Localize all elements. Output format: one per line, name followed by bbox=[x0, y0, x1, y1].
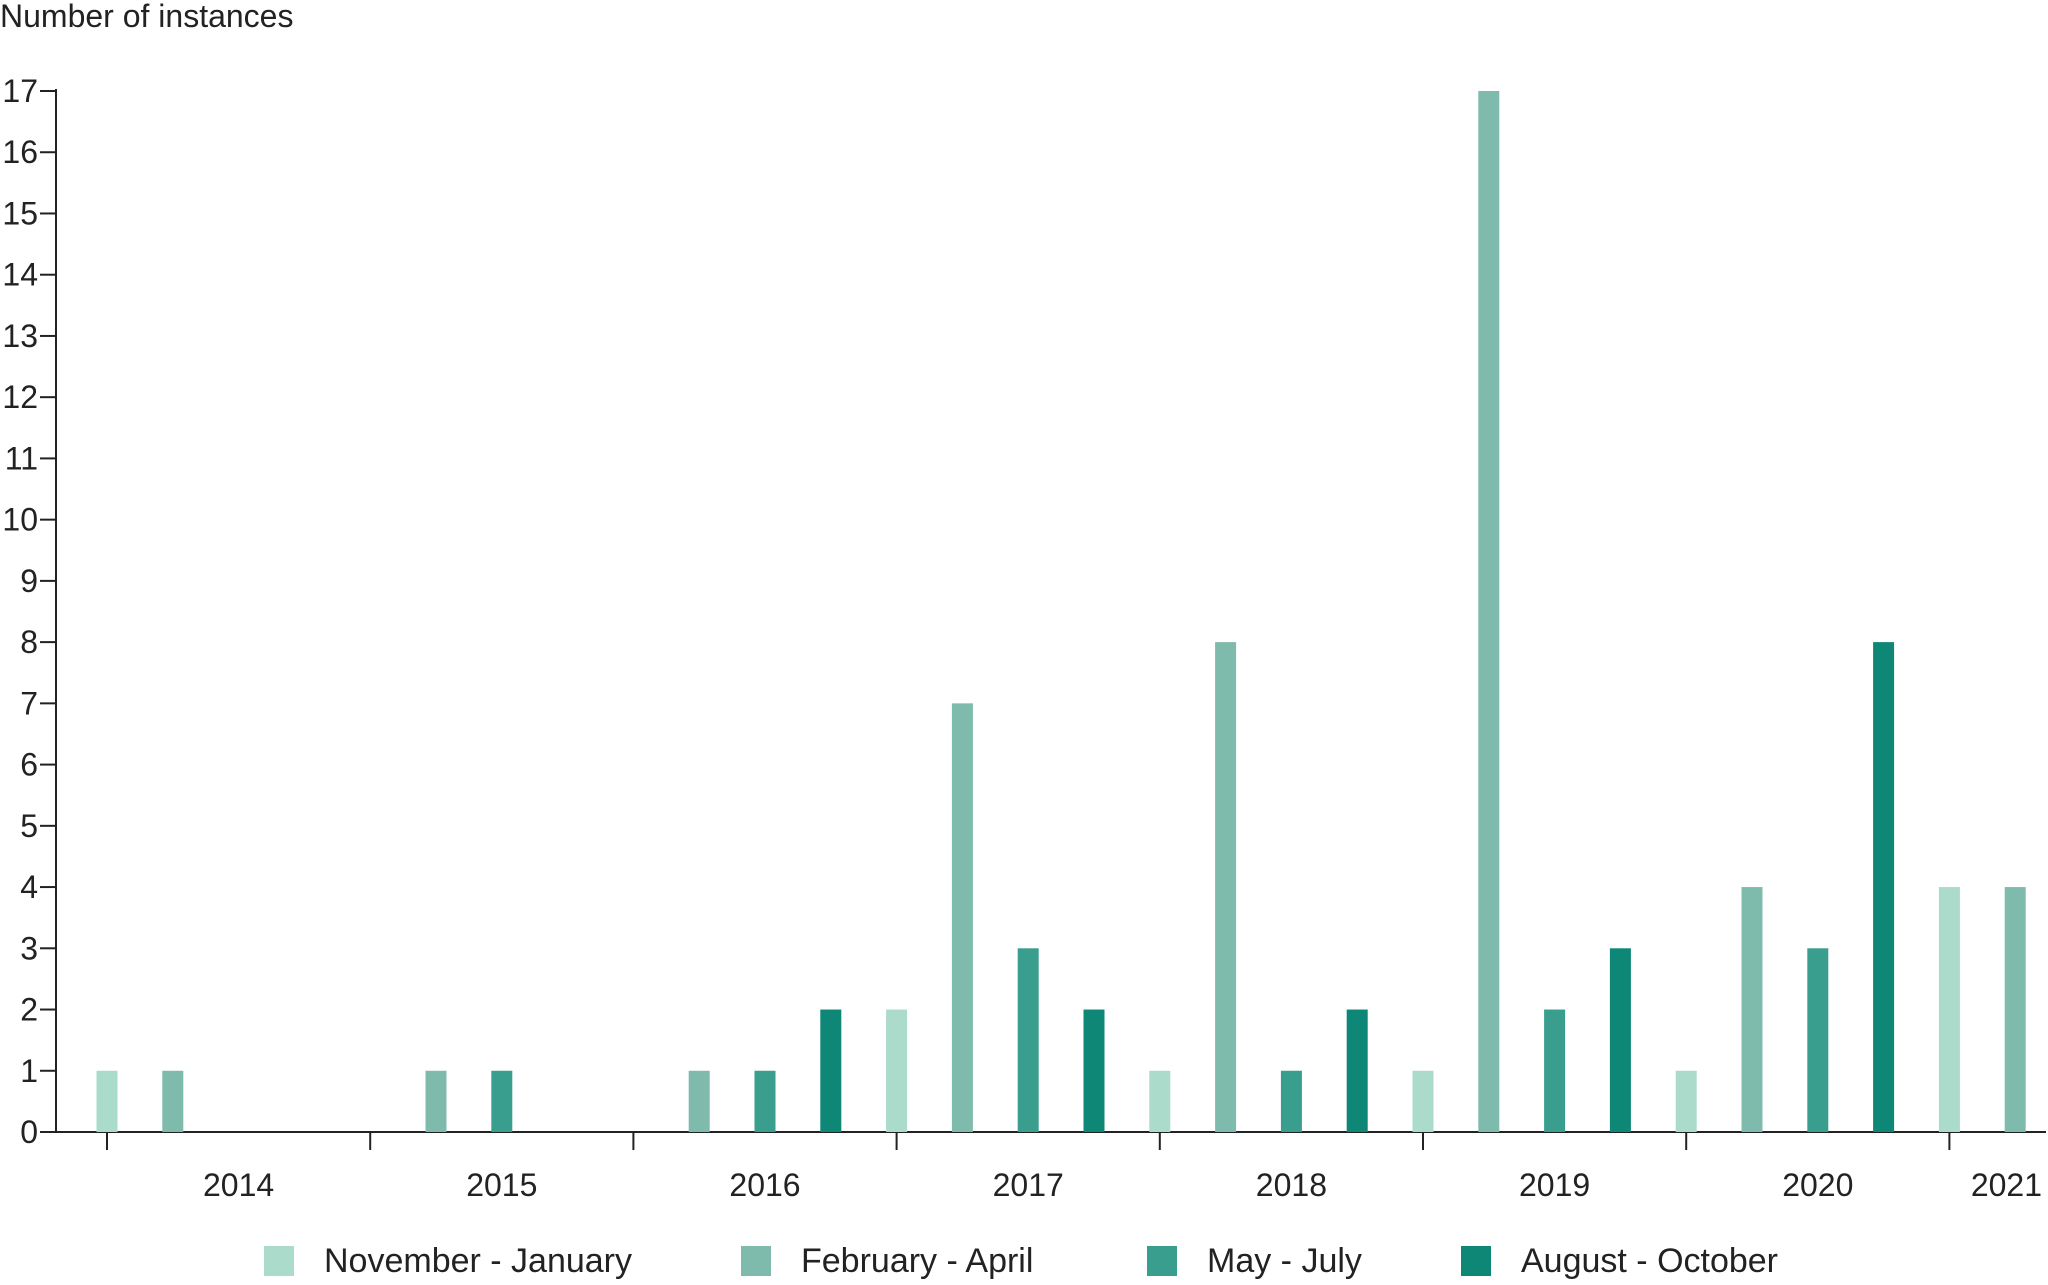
y-tick-label: 6 bbox=[20, 747, 38, 783]
bar bbox=[951, 703, 973, 1132]
bar bbox=[820, 1009, 842, 1132]
bar bbox=[1938, 887, 1960, 1132]
y-tick-label: 16 bbox=[2, 134, 38, 170]
x-axis: 2014 2015 2016 2017 2018 2019 2020 2021 bbox=[56, 1131, 2046, 1203]
bar bbox=[96, 1070, 118, 1132]
bar bbox=[162, 1070, 184, 1132]
bar bbox=[886, 1009, 908, 1132]
bar bbox=[754, 1070, 776, 1132]
legend-label: November - January bbox=[324, 1242, 632, 1280]
legend-label: February - April bbox=[801, 1242, 1033, 1280]
y-tick-label: 1 bbox=[20, 1053, 38, 1089]
legend-swatch bbox=[1147, 1246, 1177, 1276]
bar bbox=[688, 1070, 710, 1132]
y-tick-label: 9 bbox=[20, 563, 38, 599]
bar bbox=[1478, 91, 1500, 1132]
y-tick-label: 10 bbox=[2, 502, 38, 538]
y-tick-label: 15 bbox=[2, 195, 38, 231]
bar bbox=[1346, 1009, 1368, 1132]
y-axis-title: Number of instances bbox=[0, 0, 293, 34]
bar bbox=[1807, 948, 1829, 1132]
bar bbox=[1609, 948, 1631, 1132]
x-tick-label: 2016 bbox=[729, 1167, 800, 1203]
bar bbox=[1675, 1070, 1697, 1132]
bars bbox=[96, 91, 2026, 1132]
bar bbox=[491, 1070, 513, 1132]
bar bbox=[1215, 642, 1237, 1132]
legend-label: August - October bbox=[1521, 1242, 1778, 1280]
x-tick-label: 2021 bbox=[1971, 1167, 2042, 1203]
legend-swatch bbox=[1461, 1246, 1491, 1276]
y-tick-label: 3 bbox=[20, 930, 38, 966]
y-tick-label: 2 bbox=[20, 992, 38, 1028]
bar bbox=[1412, 1070, 1434, 1132]
bar bbox=[1017, 948, 1039, 1132]
y-tick-label: 13 bbox=[2, 318, 38, 354]
x-tick-label: 2015 bbox=[466, 1167, 537, 1203]
bar bbox=[2004, 887, 2026, 1132]
legend-swatch bbox=[264, 1246, 294, 1276]
x-tick-label: 2020 bbox=[1782, 1167, 1853, 1203]
bar bbox=[1873, 642, 1895, 1132]
y-tick-label: 7 bbox=[20, 685, 38, 721]
y-tick-label: 11 bbox=[5, 440, 38, 476]
bar bbox=[1741, 887, 1763, 1132]
bar bbox=[1149, 1070, 1171, 1132]
y-tick-label: 17 bbox=[2, 73, 38, 109]
x-tick-label: 2017 bbox=[993, 1167, 1064, 1203]
x-tick-label: 2014 bbox=[203, 1167, 274, 1203]
bar bbox=[1280, 1070, 1302, 1132]
legend: November - January February - April May - … bbox=[264, 1242, 1778, 1280]
y-tick-label: 4 bbox=[20, 869, 38, 905]
y-tick-label: 12 bbox=[2, 379, 38, 415]
bar bbox=[1544, 1009, 1566, 1132]
y-tick-label: 14 bbox=[2, 257, 38, 293]
x-tick-label: 2018 bbox=[1256, 1167, 1327, 1203]
legend-swatch bbox=[741, 1246, 771, 1276]
y-tick-label: 0 bbox=[20, 1114, 38, 1150]
bar bbox=[1083, 1009, 1105, 1132]
legend-label: May - July bbox=[1207, 1242, 1362, 1280]
bar bbox=[425, 1070, 447, 1132]
x-tick-label: 2019 bbox=[1519, 1167, 1590, 1203]
y-tick-label: 5 bbox=[20, 808, 38, 844]
y-tick-label: 8 bbox=[20, 624, 38, 660]
